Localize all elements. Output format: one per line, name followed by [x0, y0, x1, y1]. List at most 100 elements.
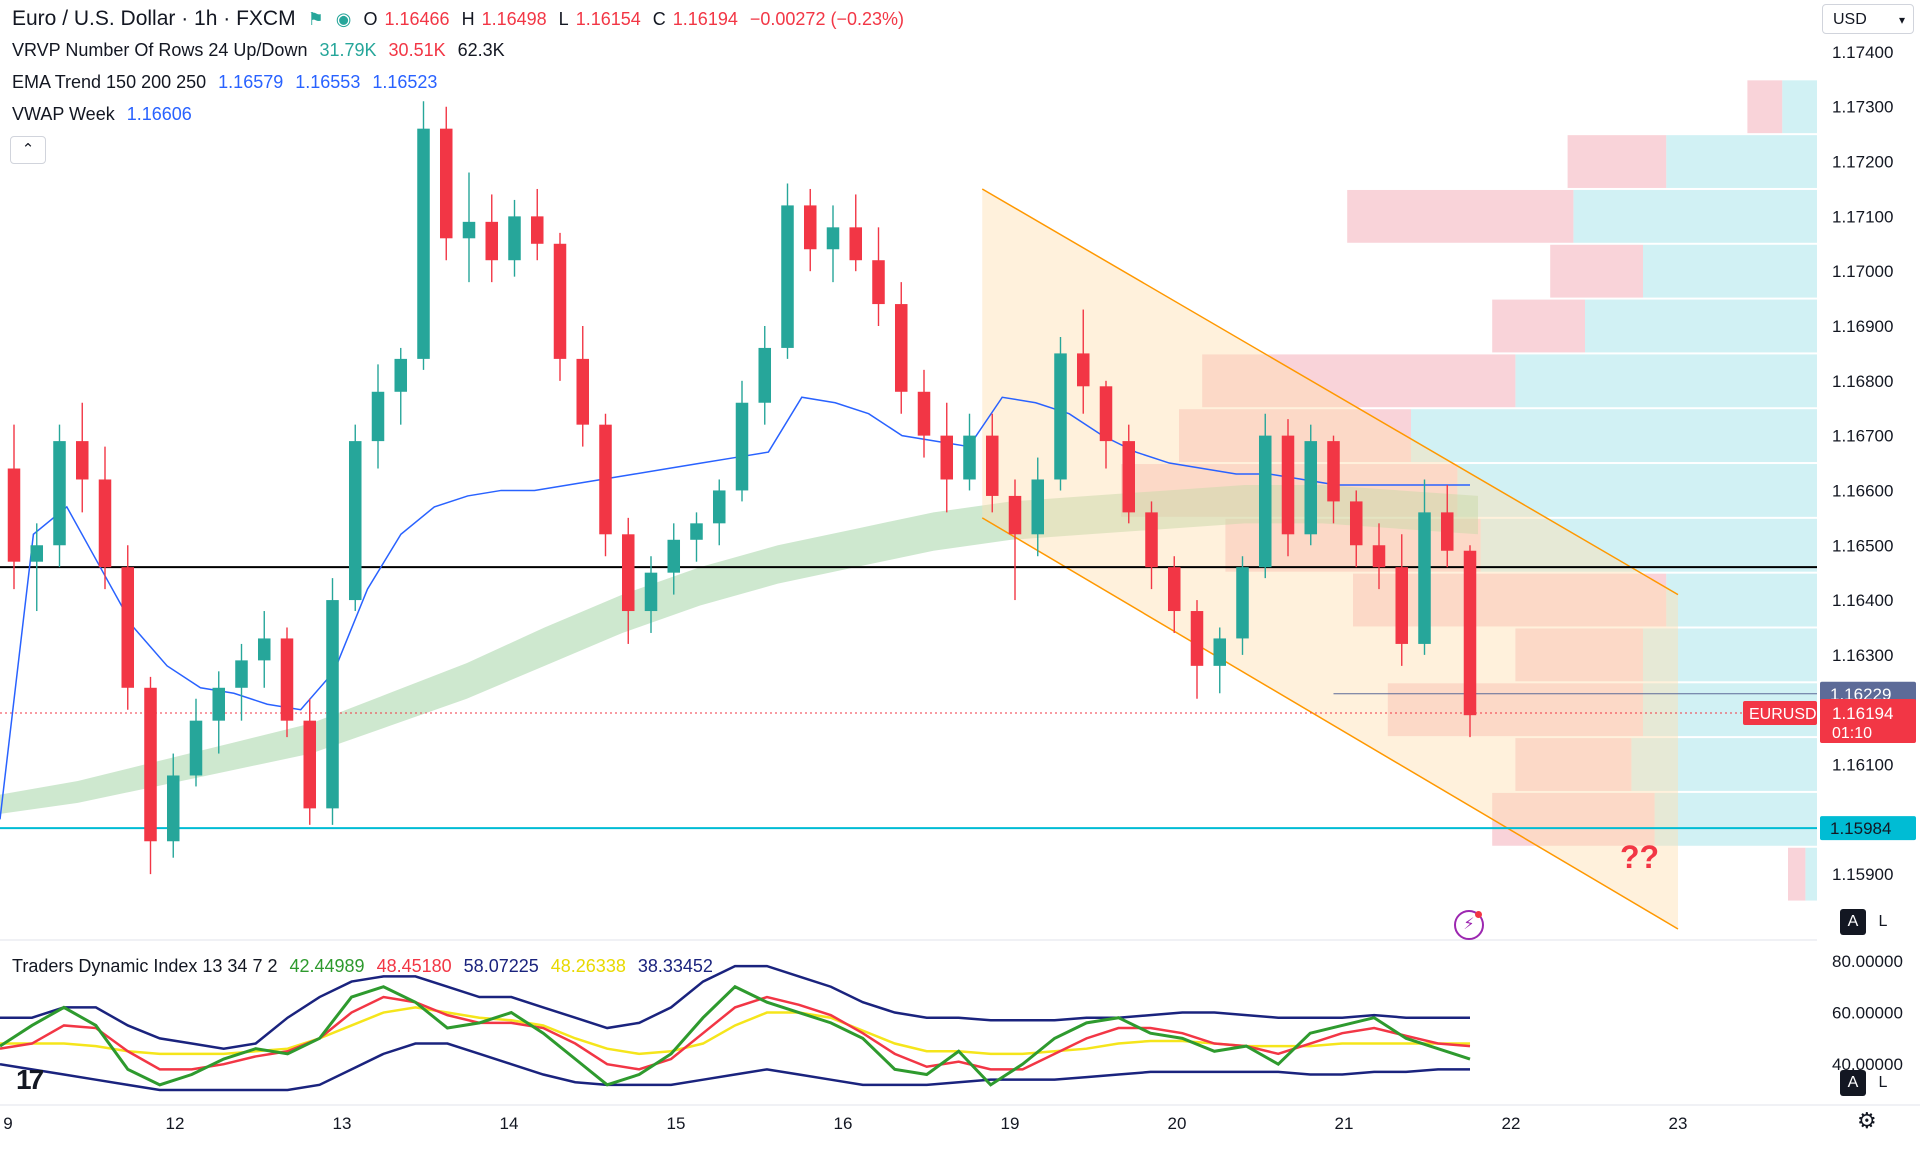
tdi-v3: 58.07225 — [463, 956, 539, 976]
symbol-legend[interactable]: Euro / U.S. Dollar · 1h · FXCM ⚑ ◉ O 1.16… — [12, 7, 911, 31]
vrvp-label[interactable]: VRVP Number Of Rows 24 Up/Down — [12, 40, 308, 60]
candle-body — [30, 545, 44, 562]
tradingview-logo[interactable]: 17 — [16, 1064, 44, 1095]
ema-v1: 1.16579 — [218, 72, 284, 92]
candle-body — [1076, 353, 1090, 387]
high-label: H — [461, 9, 475, 29]
vwap-value: 1.16606 — [126, 104, 192, 124]
tdi-tick-label: 80.00000 — [1832, 952, 1903, 971]
vwap-legend[interactable]: VWAP Week 1.16606 — [12, 104, 199, 125]
candle-body — [530, 216, 544, 244]
candle-body — [121, 567, 135, 688]
tdi-upper-band — [0, 964, 1470, 1050]
vp-down-bar — [1567, 135, 1667, 188]
vp-down-bar — [1788, 847, 1806, 901]
candle-body — [621, 534, 635, 612]
bolt-icon[interactable]: ⚡ — [1454, 910, 1484, 940]
vp-down-bar — [1515, 738, 1632, 791]
candle-body — [1190, 611, 1204, 666]
candle-body — [917, 391, 931, 436]
ema-legend[interactable]: EMA Trend 150 200 250 1.16579 1.16553 1.… — [12, 72, 444, 93]
price-tag-countdown: 01:10 — [1832, 725, 1872, 742]
candle-body — [1122, 441, 1136, 513]
candle-body — [758, 347, 772, 403]
candle-body — [1372, 545, 1386, 568]
ema-label[interactable]: EMA Trend 150 200 250 — [12, 72, 207, 92]
candle-body — [1008, 495, 1022, 535]
candle-body — [803, 205, 817, 250]
candle-body — [439, 128, 453, 239]
candle-body — [371, 391, 385, 442]
candle-body — [462, 221, 476, 239]
channel-fill — [982, 188, 1678, 929]
channel-lower-line — [981, 517, 1679, 930]
candle-body — [667, 539, 681, 573]
candle-body — [712, 490, 726, 524]
ema-v2: 1.16553 — [295, 72, 361, 92]
log-scale-button-tdi[interactable]: L — [1870, 1070, 1896, 1096]
vrvp-total: 62.3K — [457, 40, 505, 60]
vp-up-bar — [1643, 244, 1817, 298]
time-tick-label: 16 — [834, 1114, 853, 1133]
candle-body — [235, 660, 248, 688]
vwap-label[interactable]: VWAP Week — [12, 104, 115, 124]
auto-scale-button-main[interactable]: A — [1840, 909, 1866, 935]
price-tick-label: 1.15900 — [1832, 865, 1893, 884]
tdi-label[interactable]: Traders Dynamic Index 13 34 7 2 — [12, 956, 278, 976]
ema-v3: 1.16523 — [372, 72, 438, 92]
candle-body — [1281, 435, 1295, 535]
tdi-v5: 38.33452 — [637, 956, 713, 976]
vp-up-bar — [1515, 354, 1817, 408]
tdi-lower-band — [0, 1042, 1470, 1092]
price-tick-label: 1.17100 — [1832, 207, 1893, 226]
currency-selector[interactable]: USD ▾ — [1822, 4, 1914, 34]
vp-down-bar — [1747, 80, 1783, 134]
vp-up-bar — [1573, 189, 1817, 243]
candle-body — [166, 775, 180, 842]
price-tag-support-bg — [1820, 816, 1916, 841]
tdi-legend[interactable]: Traders Dynamic Index 13 34 7 2 42.44989… — [12, 956, 720, 977]
ema-cloud — [0, 484, 1478, 814]
low-label: L — [558, 9, 569, 29]
log-scale-button-main[interactable]: L — [1870, 909, 1896, 935]
price-tick-label: 1.16900 — [1832, 317, 1893, 336]
time-tick-label: 9 — [3, 1114, 12, 1133]
vrvp-legend[interactable]: VRVP Number Of Rows 24 Up/Down 31.79K 30… — [12, 40, 512, 61]
candle-body — [326, 600, 339, 809]
auto-scale-button-tdi[interactable]: A — [1840, 1070, 1866, 1096]
tdi-tick-label: 40.00000 — [1832, 1055, 1903, 1074]
gear-icon[interactable]: ⚙ — [1857, 1108, 1877, 1133]
candle-body — [1304, 441, 1318, 535]
price-tick-label: 1.16500 — [1832, 536, 1893, 555]
price-tick-label: 1.16700 — [1832, 427, 1893, 446]
candle-body — [1031, 479, 1045, 535]
tdi-tick-label: 60.00000 — [1832, 1004, 1903, 1023]
symbol-title[interactable]: Euro / U.S. Dollar · 1h · FXCM — [12, 7, 296, 30]
low-value: 1.16154 — [575, 9, 641, 29]
candle-body — [212, 687, 226, 721]
candle-body — [1418, 512, 1431, 644]
tdi-panel — [0, 964, 1471, 1092]
vp-down-bar — [1550, 244, 1643, 298]
candle-body — [508, 216, 521, 261]
collapse-legend-button[interactable]: ⌃ — [10, 136, 46, 164]
candle-body — [1054, 353, 1067, 480]
candle-body — [1145, 512, 1158, 568]
candle-body — [257, 638, 271, 661]
symbol-tag: EURUSD — [1749, 706, 1817, 723]
vrvp-down: 30.51K — [388, 40, 446, 60]
vp-up-bar — [1480, 518, 1817, 572]
close-value: 1.16194 — [672, 9, 738, 29]
time-tick-label: 15 — [667, 1114, 686, 1133]
candle-body — [576, 358, 590, 425]
market-status-icon: ⚑ — [307, 9, 324, 29]
vp-up-bar — [1411, 409, 1817, 463]
price-tag-support: 1.15984 — [1830, 819, 1891, 838]
candle-body — [735, 402, 749, 491]
candle-body — [280, 638, 294, 721]
candle-body — [98, 479, 112, 568]
time-tick-label: 22 — [1502, 1114, 1521, 1133]
